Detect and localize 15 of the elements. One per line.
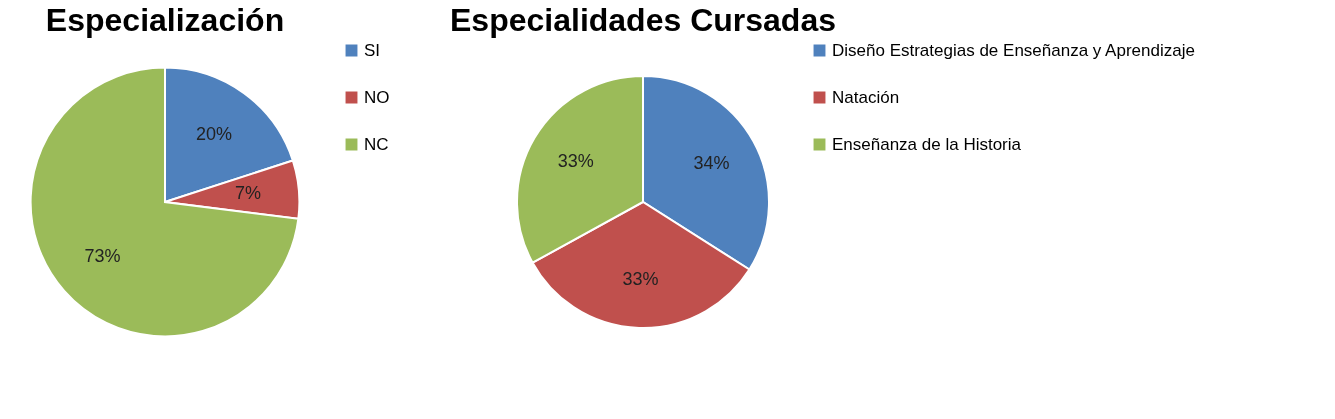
legend-label: Diseño Estrategias de Enseñanza y Aprendizaje [832, 40, 1195, 60]
pie-slice [29, 66, 300, 338]
legend-label: NO [364, 87, 390, 107]
data-label: 33% [557, 151, 594, 172]
legend-label: Natación [832, 87, 900, 107]
data-label: 7% [234, 183, 261, 204]
data-label: 73% [84, 246, 121, 267]
legend-label: NC [364, 134, 389, 154]
chart-title: Especialización [45, 2, 285, 38]
data-label: 20% [195, 123, 232, 144]
data-label: 34% [693, 153, 730, 174]
legend-label: Enseñanza de la Historia [832, 134, 1022, 154]
legend-label: SI [364, 40, 381, 60]
data-label: 33% [622, 269, 659, 290]
chart-title: Especialidades Cursadas [450, 2, 836, 38]
